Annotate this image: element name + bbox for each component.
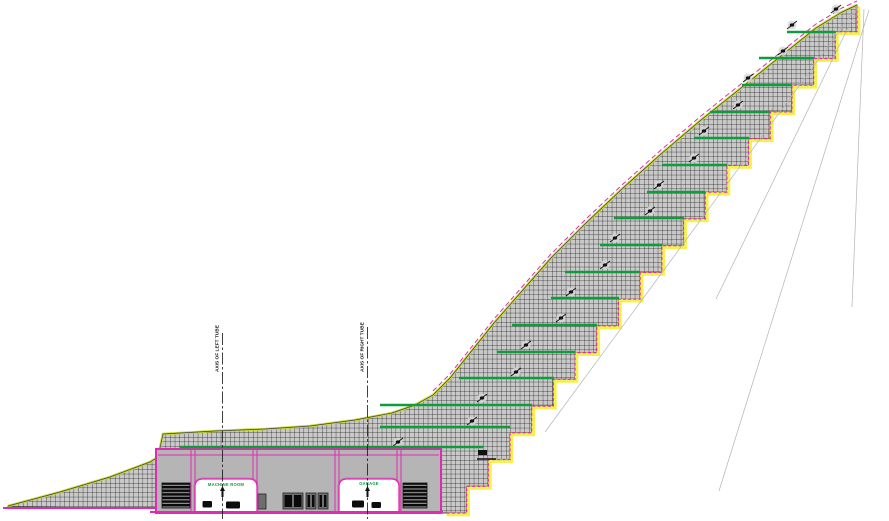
- rock-anchor-symbols: [392, 4, 842, 447]
- axis-label: AXIS OF LEFT TUBE: [215, 324, 221, 372]
- vehicle-silhouette: [352, 500, 364, 508]
- anchor-symbol: [644, 206, 656, 216]
- axis-label: AXIS OF RIGHT TUBE: [360, 321, 366, 372]
- anchor-symbol: [698, 126, 710, 136]
- fan-line: [544, 6, 858, 433]
- anchor-symbol: [599, 260, 611, 270]
- spot-elevation-marker: [477, 450, 496, 460]
- anchor-symbol: [830, 4, 842, 14]
- anchor-symbol: [653, 180, 665, 190]
- anchor-symbol: [786, 20, 798, 30]
- slope-mass-hatch: [7, 4, 858, 514]
- louver-door: [161, 482, 191, 509]
- anchor-symbol: [476, 393, 488, 403]
- anchor-symbol: [688, 153, 700, 163]
- fan-line: [718, 9, 870, 492]
- anchor-symbol: [777, 46, 789, 56]
- portal-building: MACHINE ROOM GARAGE: [150, 445, 483, 514]
- anchor-symbol: [742, 73, 754, 83]
- anchor-symbol: [555, 313, 567, 323]
- vehicle-silhouette: [371, 502, 381, 508]
- vehicle-silhouette: [202, 501, 212, 508]
- anchor-symbol: [609, 233, 621, 243]
- opening-label: GARAGE: [359, 481, 379, 486]
- louver-door: [402, 482, 428, 509]
- service-door: [257, 493, 267, 510]
- existing-ground-dashed-line: [432, 0, 858, 392]
- anchor-symbol: [565, 287, 577, 297]
- service-door: [317, 492, 329, 510]
- opening-label: MACHINE ROOM: [208, 482, 244, 487]
- stair-edge-yellow-highlight: [446, 6, 861, 517]
- anchor-symbol: [732, 100, 744, 110]
- projection-fan-lines: [544, 6, 870, 492]
- anchor-symbol: [510, 367, 522, 377]
- fan-line: [715, 6, 859, 300]
- anchor-symbol: [520, 340, 532, 350]
- service-door: [305, 492, 317, 510]
- anchor-symbol: [392, 437, 404, 447]
- vehicle-silhouette: [226, 501, 240, 509]
- bench-lines-group: [380, 30, 835, 429]
- fan-line: [851, 8, 865, 308]
- anchor-symbol: [466, 416, 478, 426]
